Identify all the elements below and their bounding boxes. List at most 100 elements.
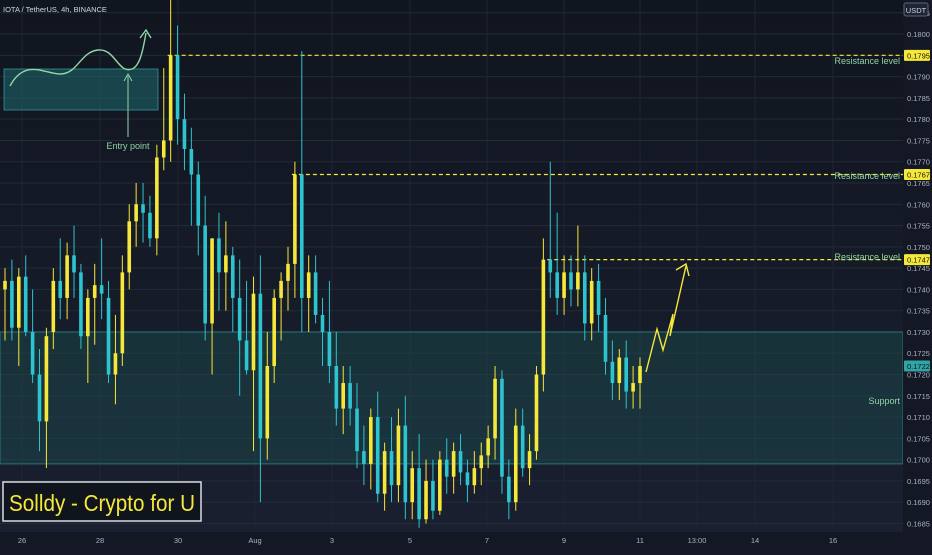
candle-body (203, 225, 207, 324)
candle-body (120, 272, 125, 354)
candle-body (168, 55, 173, 141)
price-tick-label: 0.1765 (907, 179, 930, 188)
price-tick-label: 0.1785 (907, 94, 930, 103)
entry-box (3, 68, 159, 111)
candle-body (582, 272, 587, 324)
candle-body (244, 340, 249, 371)
candle-body (424, 480, 428, 520)
price-tick-label: 0.1745 (907, 264, 930, 273)
candle-body (182, 119, 187, 149)
entry-point-label: Entry point (106, 141, 150, 151)
price-ticks: 0.1685 0.1690 0.1695 0.1700 0.1705 0.1710 0.17… (904, 9, 930, 528)
candle-body (513, 425, 518, 503)
candle-body (65, 255, 69, 298)
candle-body (265, 366, 270, 439)
resistance-label-3: Resistance level (834, 252, 900, 262)
entry-arrow-head-icon (139, 28, 152, 39)
candle-body (279, 280, 283, 298)
price-tag-background (904, 168, 930, 180)
candle-body (493, 378, 497, 439)
price-tick-label: 0.1760 (907, 200, 930, 209)
candle-body (341, 383, 346, 409)
projection-arrow-icon (675, 262, 690, 277)
entry-wave (9, 32, 147, 87)
candle-body (92, 285, 97, 298)
candle-body (258, 293, 263, 439)
price-tag-label: 0.1747 (907, 256, 930, 265)
time-tick-label: 5 (408, 536, 412, 545)
price-tick-label: 0.1780 (907, 115, 930, 124)
price-tag-label: 0.1767 (907, 170, 930, 179)
candle-body (113, 353, 118, 375)
candle-body (555, 272, 559, 298)
candle-body (3, 280, 7, 290)
time-tick-label: 9 (562, 536, 566, 545)
candle-body (230, 255, 235, 298)
resistance-price-tag: 0.1795 (904, 49, 930, 61)
candle-body (334, 366, 339, 409)
price-tag-background (904, 254, 930, 266)
price-tick-label: 0.1800 (907, 30, 930, 39)
candle-body (576, 272, 580, 290)
price-tick-label: 0.1730 (907, 328, 930, 337)
candle-body (500, 378, 504, 477)
price-axis-background (903, 0, 932, 532)
price-axis[interactable]: 0.1685 0.1690 0.1695 0.1700 0.1705 0.1710 0.17… (903, 0, 932, 532)
candle-body (306, 272, 311, 298)
support-label: Support (868, 396, 900, 406)
time-tick-label: 14 (751, 536, 759, 545)
candle-body (286, 263, 290, 281)
candle-body (299, 174, 304, 298)
candle-body (293, 174, 297, 264)
candle-body (472, 468, 477, 486)
candle-body (196, 174, 201, 226)
candle-body (631, 383, 635, 392)
time-tick-label: 26 (18, 536, 26, 545)
candle-body (507, 476, 511, 503)
candle-body (30, 331, 35, 375)
price-tick-label: 0.1685 (907, 519, 930, 528)
candle-body (106, 297, 111, 375)
candle-body (327, 331, 332, 367)
resistance-label-1: Resistance level (834, 56, 900, 66)
candle-body (320, 314, 325, 332)
candle-body (479, 455, 484, 469)
price-tick-label: 0.1755 (907, 222, 930, 231)
candle-body (569, 272, 573, 290)
candle-body (369, 417, 373, 464)
candle-body (417, 468, 421, 520)
candle-body (51, 280, 56, 332)
candle-body (458, 451, 463, 473)
candle-body (375, 417, 380, 494)
candle-body (589, 280, 594, 324)
candle-body (79, 272, 83, 337)
support-zone (0, 331, 904, 465)
price-tick-label: 0.1735 (907, 307, 930, 316)
price-tick-label: 0.1705 (907, 434, 930, 443)
candle-body (148, 212, 152, 239)
candle-body (189, 148, 194, 175)
price-tag-background (904, 360, 930, 372)
candle-body (382, 451, 387, 494)
candle-body (10, 280, 14, 328)
watermark-box (2, 481, 202, 522)
projection-line (645, 265, 687, 373)
candle-body (210, 238, 214, 324)
candle-body (403, 425, 408, 503)
currency-label: USDT (906, 6, 927, 15)
resistance-lines (167, 54, 903, 261)
candle-body (638, 366, 642, 384)
time-axis[interactable]: 26 28 30 Aug 3 5 7 9 11 13:00 14 16 (0, 532, 932, 550)
candle-body (624, 357, 628, 392)
candle-body (527, 451, 532, 469)
projection-path (645, 262, 690, 373)
candle-body (141, 204, 145, 213)
candle-body (465, 472, 470, 486)
candle-body (224, 255, 228, 273)
entry-pointer-arrow-icon (123, 72, 133, 82)
candle-body (451, 451, 456, 477)
candle-body (410, 468, 415, 503)
candle-body (389, 451, 394, 486)
candle-body (348, 383, 352, 409)
